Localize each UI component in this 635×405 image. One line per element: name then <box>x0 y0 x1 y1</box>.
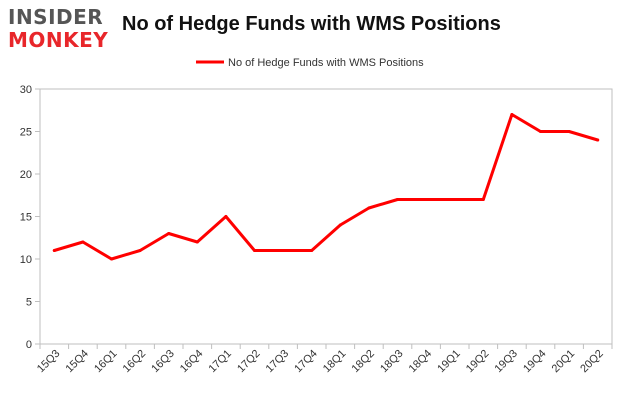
data-point <box>81 240 85 244</box>
x-tick-label: 20Q2 <box>578 348 606 376</box>
x-tick-label: 19Q2 <box>464 348 492 376</box>
x-tick-label: 19Q4 <box>521 348 549 376</box>
x-tick-label: 15Q4 <box>63 348 91 376</box>
data-point <box>396 198 399 201</box>
data-point <box>310 249 314 252</box>
data-point <box>110 257 113 261</box>
data-point <box>281 249 285 252</box>
x-tick-label: 17Q3 <box>264 348 292 376</box>
x-tick-label: 16Q1 <box>92 348 120 376</box>
plot-area-border <box>39 88 613 345</box>
x-tick-label: 17Q4 <box>292 348 320 376</box>
y-tick-label: 10 <box>20 254 32 266</box>
x-tick-label: 16Q4 <box>178 348 206 376</box>
x-tick-label: 18Q3 <box>378 348 406 376</box>
logo-line-2: MONKEY <box>8 28 109 52</box>
y-tick-label: 15 <box>20 212 32 224</box>
x-tick-label: 20Q1 <box>550 348 578 376</box>
x-tick-label: 15Q3 <box>35 348 63 376</box>
data-point <box>424 198 428 201</box>
y-tick-label: 25 <box>20 127 32 139</box>
data-point <box>481 198 485 201</box>
x-tick-label: 16Q2 <box>121 348 149 376</box>
data-point <box>596 138 600 142</box>
insider-monkey-logo: INSIDER MONKEY <box>8 6 120 52</box>
x-tick-label: 18Q2 <box>349 348 377 376</box>
data-point <box>52 249 56 252</box>
legend: No of Hedge Funds with WMS Positions <box>196 57 424 69</box>
y-tick-label: 30 <box>20 84 32 96</box>
data-point <box>338 223 342 227</box>
legend-label: No of Hedge Funds with WMS Positions <box>228 57 424 69</box>
series-line <box>52 113 600 261</box>
data-point <box>167 232 171 235</box>
series-group <box>52 113 600 261</box>
data-point <box>539 130 542 133</box>
x-tick-label: 17Q2 <box>235 348 263 376</box>
x-tick-label: 16Q3 <box>149 348 177 376</box>
data-point <box>510 113 514 116</box>
chart-title: No of Hedge Funds with WMS Positions <box>122 13 501 35</box>
y-axis: 0 5 10 15 20 25 30 <box>20 84 40 351</box>
data-point <box>195 240 199 244</box>
data-point <box>224 215 228 218</box>
y-tick-label: 5 <box>26 297 32 309</box>
data-point <box>453 198 457 201</box>
x-tick-label: 19Q3 <box>492 348 520 376</box>
x-tick-label: 17Q1 <box>206 348 234 376</box>
data-point <box>253 249 256 252</box>
x-tick-label: 18Q4 <box>407 348 435 376</box>
x-axis: 15Q3 15Q4 16Q1 16Q2 16Q3 16Q4 17Q1 17Q2 17Q3 17Q4… <box>35 344 613 376</box>
data-point <box>567 130 571 133</box>
x-tick-label: 18Q1 <box>321 348 349 376</box>
y-tick-label: 0 <box>26 339 32 351</box>
x-tick-label: 19Q1 <box>435 348 463 376</box>
data-point <box>367 206 371 210</box>
y-tick-label: 20 <box>20 169 32 181</box>
data-point <box>138 249 142 252</box>
logo-line-1: INSIDER <box>8 5 104 29</box>
